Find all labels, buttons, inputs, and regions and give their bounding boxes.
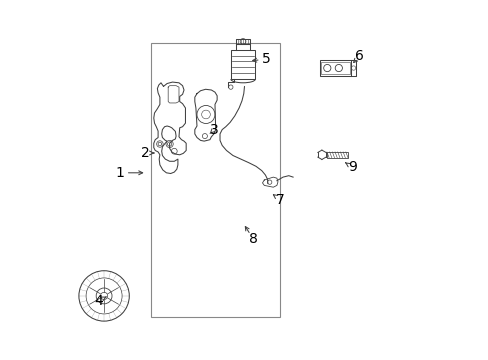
Bar — [230, 50, 255, 79]
Bar — [326, 152, 347, 158]
Text: 3: 3 — [209, 123, 218, 136]
Text: 6: 6 — [355, 49, 364, 63]
Text: 8: 8 — [248, 233, 257, 246]
Bar — [321, 62, 349, 74]
Bar — [235, 39, 250, 44]
Text: 5: 5 — [261, 53, 270, 66]
Text: 4: 4 — [94, 294, 103, 307]
Bar — [151, 43, 280, 317]
Text: 7: 7 — [276, 193, 285, 207]
Text: 9: 9 — [347, 161, 356, 174]
Text: 2: 2 — [141, 146, 149, 160]
Text: 1: 1 — [116, 166, 124, 180]
Bar — [320, 60, 350, 76]
